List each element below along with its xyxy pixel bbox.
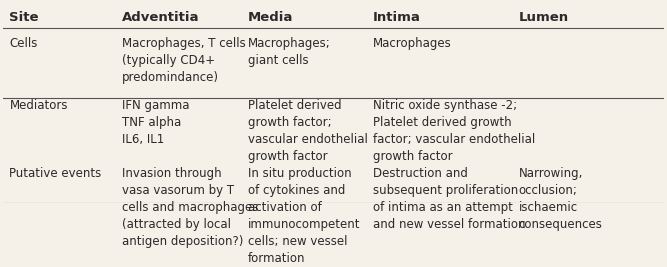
Text: Mediators: Mediators bbox=[9, 99, 68, 112]
Text: Lumen: Lumen bbox=[519, 11, 569, 24]
Text: In situ production
of cytokines and
activation of
immunocompetent
cells; new ves: In situ production of cytokines and acti… bbox=[247, 167, 360, 265]
Text: Macrophages: Macrophages bbox=[374, 37, 452, 50]
Text: Narrowing,
occlusion;
ischaemic
consequences: Narrowing, occlusion; ischaemic conseque… bbox=[519, 167, 602, 231]
Text: Nitric oxide synthase -2;
Platelet derived growth
factor; vascular endothelial
g: Nitric oxide synthase -2; Platelet deriv… bbox=[374, 99, 536, 163]
Text: Cells: Cells bbox=[9, 37, 38, 50]
Text: Macrophages, T cells
(typically CD4+
predomindance): Macrophages, T cells (typically CD4+ pre… bbox=[122, 37, 245, 84]
Text: Invasion through
vasa vasorum by T
cells and macrophages
(attracted by local
ant: Invasion through vasa vasorum by T cells… bbox=[122, 167, 258, 248]
Text: Destruction and
subsequent proliferation
of intima as an attempt
and new vessel : Destruction and subsequent proliferation… bbox=[374, 167, 526, 231]
Text: Adventitia: Adventitia bbox=[122, 11, 199, 24]
Text: Site: Site bbox=[9, 11, 39, 24]
Text: Intima: Intima bbox=[374, 11, 421, 24]
Text: Putative events: Putative events bbox=[9, 167, 101, 180]
Text: IFN gamma
TNF alpha
IL6, IL1: IFN gamma TNF alpha IL6, IL1 bbox=[122, 99, 189, 146]
Text: Media: Media bbox=[247, 11, 293, 24]
Text: Macrophages;
giant cells: Macrophages; giant cells bbox=[247, 37, 330, 67]
Text: Platelet derived
growth factor;
vascular endothelial
growth factor: Platelet derived growth factor; vascular… bbox=[247, 99, 368, 163]
